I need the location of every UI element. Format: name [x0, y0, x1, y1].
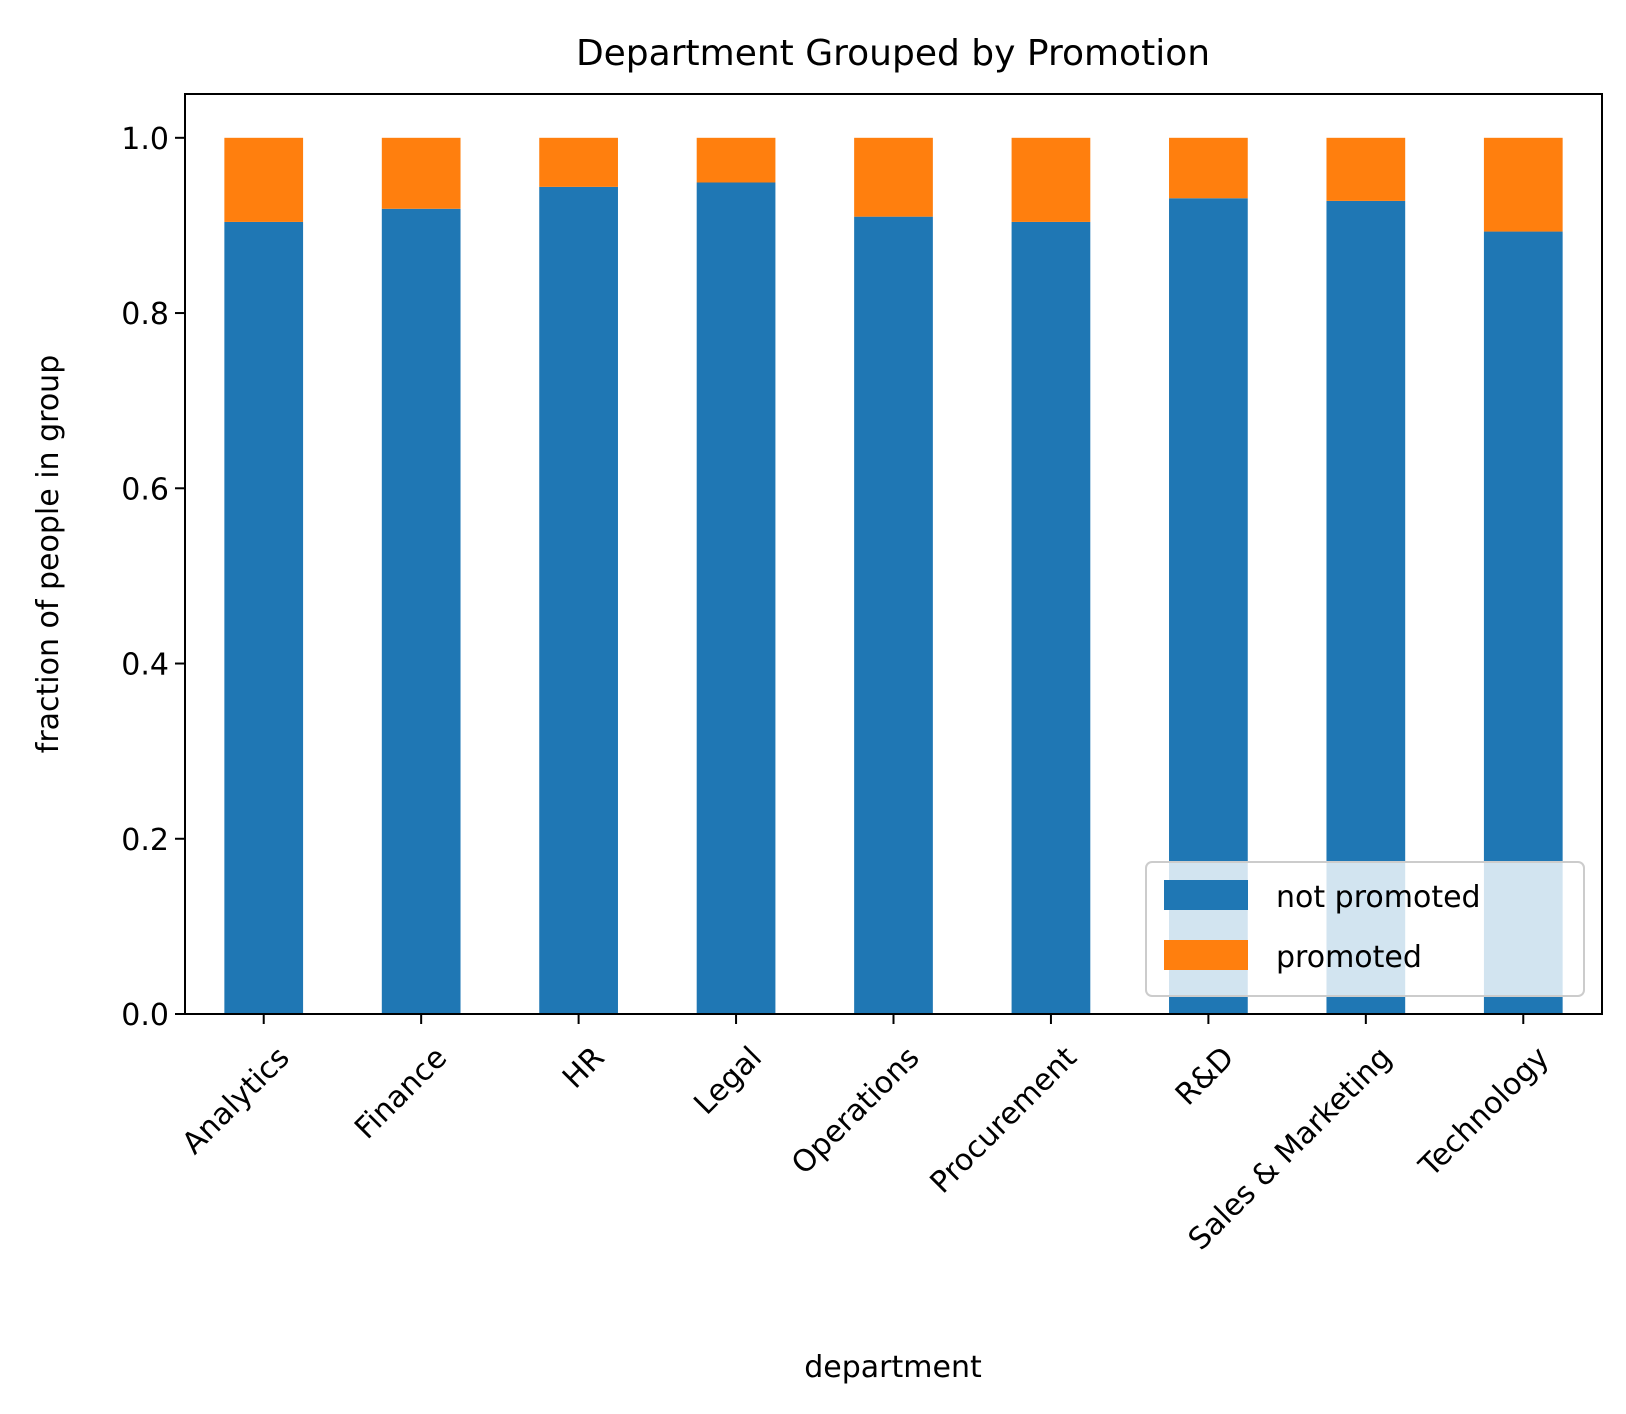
legend-swatch [1164, 940, 1248, 970]
bar-promoted [381, 137, 461, 209]
legend-box [1145, 861, 1585, 997]
y-tick-label: 0.6 [121, 472, 169, 507]
bar-promoted [1169, 137, 1248, 199]
bar-not-promoted [696, 182, 776, 1014]
bar-promoted [696, 137, 776, 183]
y-tick-label: 0.8 [121, 297, 169, 332]
bar-promoted [1326, 137, 1406, 201]
x-axis-label: department [804, 1350, 982, 1385]
legend-swatch [1164, 880, 1248, 910]
bar-not-promoted [1011, 221, 1091, 1014]
bar-promoted [224, 137, 304, 222]
bar-promoted [1011, 137, 1091, 222]
bar-not-promoted [539, 186, 618, 1014]
y-axis-label: fraction of people in group [31, 355, 66, 753]
bar-promoted [539, 137, 618, 187]
y-tick-label: 0.4 [121, 648, 169, 683]
bar-promoted [854, 137, 933, 217]
legend-label: not promoted [1276, 880, 1481, 915]
bar-promoted [1483, 137, 1563, 232]
y-tick-label: 0.0 [121, 998, 169, 1033]
bar-not-promoted [381, 208, 461, 1014]
y-tick-label: 1.0 [121, 122, 169, 157]
legend-label: promoted [1276, 940, 1422, 975]
y-tick-label: 0.2 [121, 823, 169, 858]
bar-not-promoted [854, 216, 933, 1014]
bar-not-promoted [224, 221, 304, 1014]
chart-title: Department Grouped by Promotion [576, 33, 1210, 74]
